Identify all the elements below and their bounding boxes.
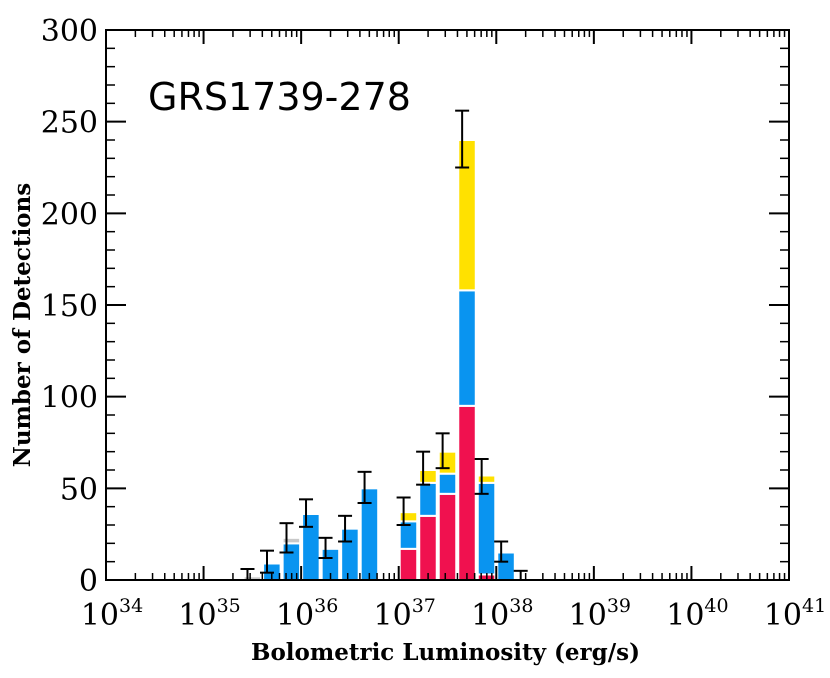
bar-segment (437, 492, 458, 582)
x-tick-label: 1037 (374, 595, 436, 633)
y-tick-labels: 0 50 100 150 200 250 300 (41, 14, 98, 599)
bar-segment (398, 511, 419, 523)
y-tick-label: 300 (41, 14, 98, 49)
x-tick-label: 1036 (276, 595, 338, 633)
bar-segment (476, 474, 497, 484)
y-tick-label: 0 (79, 564, 98, 599)
y-axis-title: Number of Detections (9, 183, 36, 467)
bar-segment (340, 527, 360, 582)
chart-title: GRS1739-278 (148, 75, 411, 119)
x-tick-label: 1040 (666, 595, 728, 633)
y-tick-label: 250 (41, 106, 98, 141)
bar-segment (457, 404, 477, 582)
x-tick-labels: 1034 1035 1036 1037 1038 1039 1040 1041 (81, 595, 826, 633)
bar-segment (437, 450, 458, 475)
x-tick-label: 1038 (471, 595, 533, 633)
bar-segment (457, 289, 477, 407)
x-tick-label: 1034 (81, 595, 143, 633)
bar-segment (476, 481, 497, 576)
x-axis-title: Bolometric Luminosity (erg/s) (251, 639, 640, 666)
bar-segment (418, 514, 438, 581)
bar-segment (418, 481, 438, 517)
bar-segment (398, 547, 419, 581)
bar-segment (496, 551, 516, 581)
y-tick-label: 50 (60, 472, 98, 507)
y-tick-label: 200 (41, 197, 98, 232)
bar-segment (418, 469, 438, 484)
y-tick-label: 100 (41, 381, 98, 416)
axis-ticks (105, 29, 790, 581)
bar-segment (301, 513, 321, 581)
x-tick-label: 1039 (569, 595, 631, 633)
bar-segment (281, 536, 302, 545)
bar-segment (457, 139, 477, 292)
y-tick-label: 150 (41, 289, 98, 324)
bars (242, 139, 536, 582)
bar-segment (437, 472, 458, 495)
x-tick-label: 1041 (764, 595, 826, 633)
x-tick-label: 1035 (178, 595, 240, 633)
